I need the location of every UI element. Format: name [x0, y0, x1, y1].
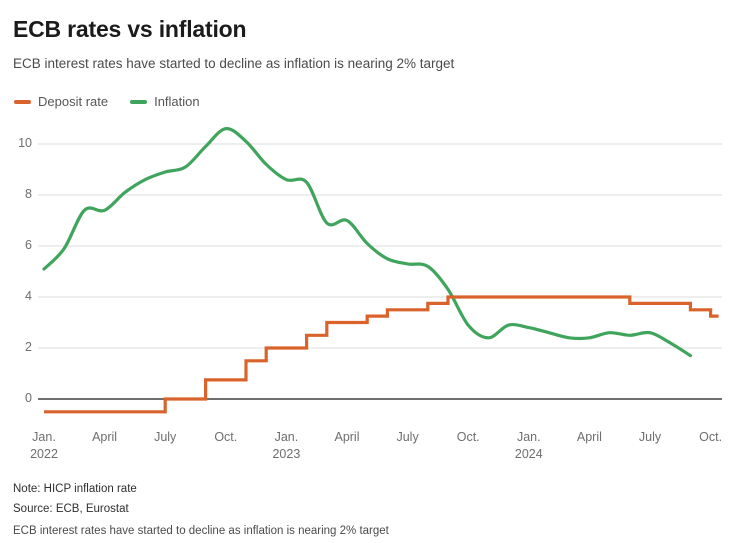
x-tick-label: July	[154, 430, 177, 444]
x-tick-year: 2024	[514, 447, 543, 461]
inflation-color-swatch	[130, 99, 148, 104]
legend-item-inflation: Inflation	[130, 94, 200, 109]
deposit-rate-color-swatch	[14, 99, 31, 104]
line-chart	[38, 127, 722, 414]
x-tick-year: 2023	[272, 447, 301, 461]
footer-summary: ECB interest rates have started to decli…	[13, 525, 389, 537]
chart-legend: Deposit rate Inflation	[14, 94, 222, 109]
y-tick-label: 8	[25, 187, 32, 201]
chart-note: Note: HICP inflation rate	[13, 483, 137, 495]
legend-label-deposit-rate: Deposit rate	[38, 94, 109, 109]
x-tick-label: Jan. 2022	[14, 429, 74, 463]
x-tick-label: Jan. 2023	[256, 429, 316, 463]
page-title: ECB rates vs inflation	[13, 16, 247, 42]
x-tick-label: April	[576, 430, 602, 444]
legend-item-deposit-rate: Deposit rate	[14, 94, 108, 109]
x-tick-label: Oct.	[214, 430, 238, 444]
x-tick-label: Oct.	[456, 430, 480, 444]
x-tick-label: July	[396, 430, 419, 444]
chart-subtitle: ECB interest rates have started to decli…	[13, 56, 455, 71]
x-tick-year: 2022	[30, 447, 58, 461]
y-tick-label: 6	[25, 238, 32, 252]
x-tick-label: April	[334, 430, 360, 444]
deposit-rate-line	[44, 295, 719, 414]
x-tick-label: Oct.	[699, 430, 723, 444]
x-tick-label: Jan. 2024	[499, 429, 559, 463]
chart-source: Source: ECB, Eurostat	[13, 503, 129, 515]
y-tick-label: 2	[25, 340, 32, 354]
inflation-line	[42, 127, 692, 358]
y-tick-label: 4	[25, 289, 32, 303]
y-tick-label: 10	[18, 136, 32, 150]
legend-label-inflation: Inflation	[154, 94, 200, 109]
y-tick-label: 0	[25, 391, 32, 405]
x-tick-label: April	[92, 430, 118, 444]
x-tick-label: July	[638, 430, 662, 444]
